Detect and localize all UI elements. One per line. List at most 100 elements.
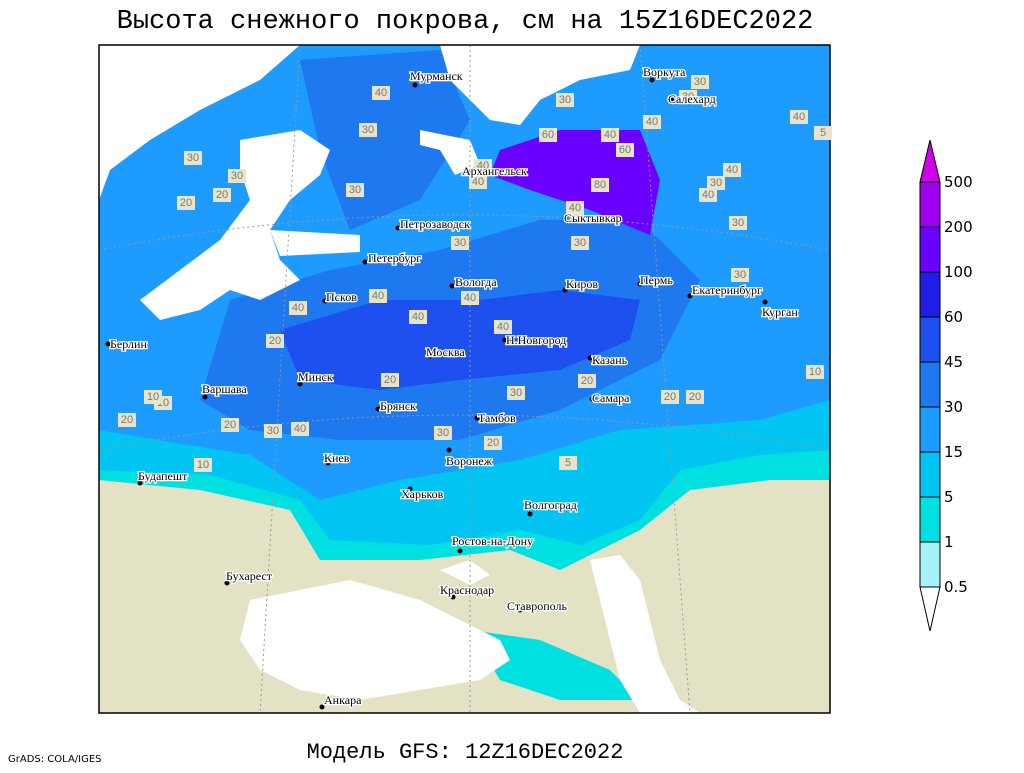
city-label: Брянск [380,399,416,413]
contour-label-box [707,176,725,190]
city-dot [517,607,523,613]
contour-label: 40 [477,160,489,172]
city-label: Москва [426,345,465,359]
city-label: Казань [592,353,628,367]
contour-label-box [699,188,717,202]
contour-label: 30 [559,94,571,106]
city-dot [474,415,480,421]
contour-label: 40 [497,321,509,333]
contour-label-box [679,90,697,104]
city-label: Архангельск [462,164,527,178]
city-label: Мурманск [410,69,463,83]
contour-label-box [661,390,679,404]
contour-label: 10 [809,366,821,378]
city-dot [449,283,455,289]
contour-label-box [434,426,452,440]
city-dot [202,394,208,400]
contour-label-box [461,291,479,305]
city-label: Ростов-на-Дону [452,534,533,548]
city-dot [502,337,508,343]
legend-label: 15 [944,443,963,461]
contour-label: 40 [646,116,658,128]
legend-swatch [919,226,941,273]
city-label: Будапешт [138,469,188,483]
city-dot [587,355,593,361]
city-dot [105,341,111,347]
city-dot [562,287,568,293]
legend-swatch [919,181,941,228]
contour-label-box [556,93,574,107]
contour-label-box [691,75,709,89]
contour-label: 40 [702,189,714,201]
contour-label-box [474,159,492,173]
contour-label: 40 [372,290,384,302]
contour-label-box [184,151,202,165]
depth-zone [470,630,640,700]
contour-label-box [494,320,512,334]
contour-label-box [616,143,634,157]
contour-label: 20 [224,419,236,431]
contour-label-box [372,86,390,100]
contour-label: 30 [349,184,361,196]
contour-label-box [566,201,584,215]
contour-label-box [409,310,427,324]
contour-label: 30 [574,237,586,249]
contour-label-box [591,178,609,192]
city-dot [467,169,473,175]
contour-label-box [484,436,502,450]
contour-label: 30 [362,124,374,136]
contour-label-box [731,268,749,282]
depth-zone [300,50,470,230]
contour-label-box [194,458,212,472]
legend-label: 5 [944,488,954,506]
legend-label: 45 [944,353,963,371]
city-label: Берлин [110,337,147,351]
contour-label-box [359,123,377,137]
contour-label-box [469,175,487,189]
city-label: Варшава [202,382,247,396]
sea [99,45,300,200]
contour-label: 20 [487,437,499,449]
contour-label: 20 [384,374,396,386]
city-label: Краснодар [440,583,494,597]
credit: GrADS: COLA/IGES [8,754,102,765]
city-label: Харьков [401,487,444,501]
contour-label: 30 [510,387,522,399]
contour-label-box [228,169,246,183]
contour-label-box [539,128,557,142]
city-label: Петрозаводск [400,217,470,231]
contour-label-box [559,456,577,470]
city-dot [362,259,368,265]
city-dot [637,281,643,287]
contour-label: 40 [472,176,484,188]
legend-swatch [919,451,941,498]
city-dot [224,580,230,586]
city-label: Воронеж [446,454,493,468]
sea [590,555,700,713]
contour-label-box [686,390,704,404]
city-dot [457,548,463,554]
contour-label: 40 [294,423,306,435]
city-dot [395,225,401,231]
city-dot [137,480,143,486]
contour-label-box [790,110,808,124]
city-dot [527,511,533,517]
contour-label-box [213,188,231,202]
graticule [98,44,831,714]
city-dot [589,396,595,402]
city-dot [325,460,331,466]
footer: Модель GFS: 12Z16DEC2022 [307,740,624,765]
contour-label: 20 [581,375,593,387]
city-dot [446,447,452,453]
contour-label-box [266,334,284,348]
legend-swatch [919,361,941,408]
city-dot [762,299,768,305]
city-dot [687,293,693,299]
map-frame [98,44,831,714]
legend-swatch [919,541,941,588]
contour-label: 20 [689,391,701,403]
city-label: Волгоград [524,498,577,512]
city-label: Самара [592,391,630,405]
city-label: Воркута [643,65,686,79]
contour-label-box [643,115,661,129]
